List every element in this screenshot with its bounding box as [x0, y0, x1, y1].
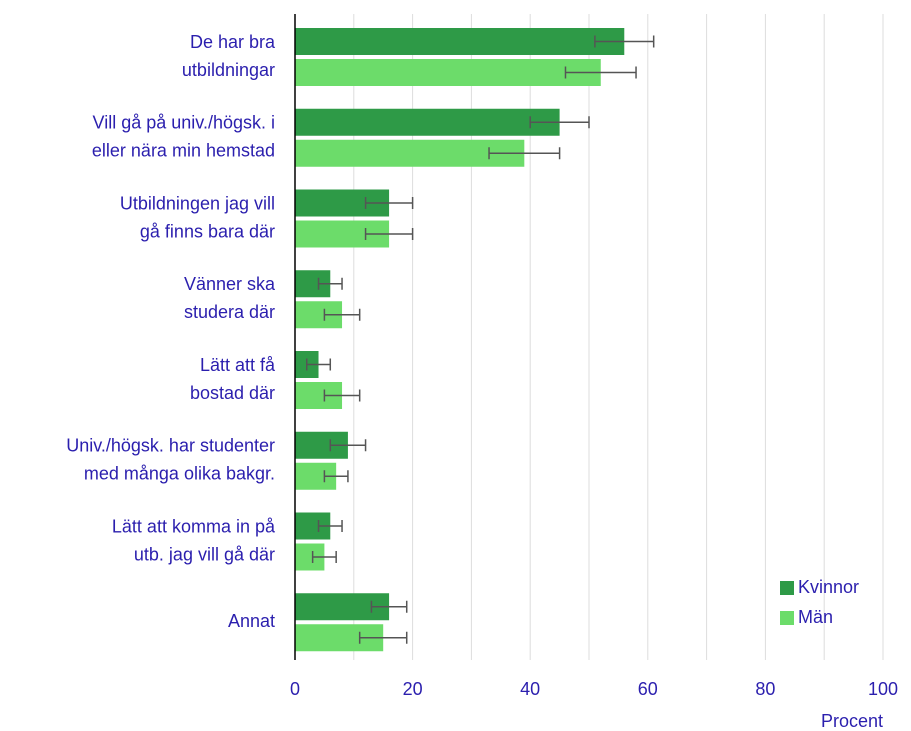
- error-bar: [370, 600, 408, 613]
- bar: [295, 139, 525, 167]
- y-tick-label: Utbildningen jag vill: [120, 193, 275, 213]
- y-tick-label: Annat: [228, 611, 275, 631]
- legend-label: Kvinnor: [798, 577, 859, 597]
- bar: [295, 28, 625, 55]
- y-tick-label: utbildningar: [182, 60, 275, 80]
- error-bar: [311, 551, 337, 563]
- y-tick-label: Vänner ska: [184, 274, 276, 294]
- y-tick-label: Lätt att komma in på: [112, 516, 276, 536]
- y-tick-label: med många olika bakgr.: [84, 464, 275, 484]
- legend-label: Män: [798, 607, 833, 627]
- error-bar: [317, 520, 343, 532]
- error-bar: [594, 35, 655, 48]
- x-tick-label: 40: [520, 679, 540, 699]
- legend-swatch: [780, 611, 794, 625]
- y-tick-label: Lätt att få: [200, 355, 276, 375]
- y-tick-label: De har bra: [190, 32, 276, 52]
- error-bar: [488, 147, 561, 160]
- x-tick-label: 0: [290, 679, 300, 699]
- error-bar: [323, 389, 361, 402]
- y-tick-label: gå finns bara där: [140, 221, 275, 241]
- bar: [295, 59, 601, 86]
- y-tick-label: Univ./högsk. har studenter: [66, 436, 275, 456]
- error-bar: [358, 631, 408, 644]
- y-tick-label: Vill gå på univ./högsk. i: [93, 113, 275, 133]
- error-bar: [317, 277, 343, 290]
- error-bar: [306, 358, 332, 371]
- x-tick-label: 100: [868, 679, 898, 699]
- legend-swatch: [780, 581, 794, 595]
- error-bar: [323, 470, 349, 483]
- error-bar: [323, 308, 361, 321]
- x-tick-label: 80: [755, 679, 775, 699]
- error-bar: [329, 439, 367, 452]
- y-tick-label: bostad där: [190, 383, 275, 403]
- y-tick-label: eller nära min hemstad: [92, 141, 275, 161]
- error-bar: [364, 228, 414, 240]
- error-bar: [529, 116, 590, 129]
- error-bar: [564, 66, 637, 79]
- x-tick-label: 60: [638, 679, 658, 699]
- error-bar: [364, 197, 414, 209]
- y-tick-label: studera där: [184, 302, 275, 322]
- x-axis-label: Procent: [821, 711, 883, 731]
- x-tick-label: 20: [403, 679, 423, 699]
- bar: [295, 108, 560, 136]
- y-tick-label: utb. jag vill gå där: [134, 544, 275, 564]
